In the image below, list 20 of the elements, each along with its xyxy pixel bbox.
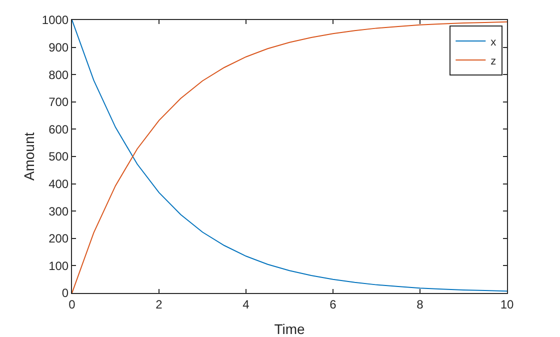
y-tick-label: 0 [62,286,69,300]
y-tick-label: 1000 [42,13,69,28]
y-axis-title: Amount [21,132,37,181]
x-tick-label: 6 [330,297,337,312]
y-tick-label: 500 [48,150,69,164]
y-tick-label: 800 [48,68,69,82]
legend-label: z [490,55,496,68]
x-tick-label: 8 [416,297,424,312]
y-tick-label: 100 [48,258,69,273]
legend-label: x [490,36,497,48]
y-tick-label: 900 [48,40,69,54]
y-tick-label: 600 [48,122,69,136]
y-tick-label: 300 [48,204,69,218]
y-tick-label: 400 [48,177,69,191]
x-axis-title: Time [274,321,306,337]
x-tick-label: 2 [156,297,163,312]
y-tick-label: 200 [48,232,69,246]
y-tick-label: 700 [48,95,69,110]
x-tick-label: 10 [500,297,514,312]
x-tick-label: 4 [242,297,250,312]
